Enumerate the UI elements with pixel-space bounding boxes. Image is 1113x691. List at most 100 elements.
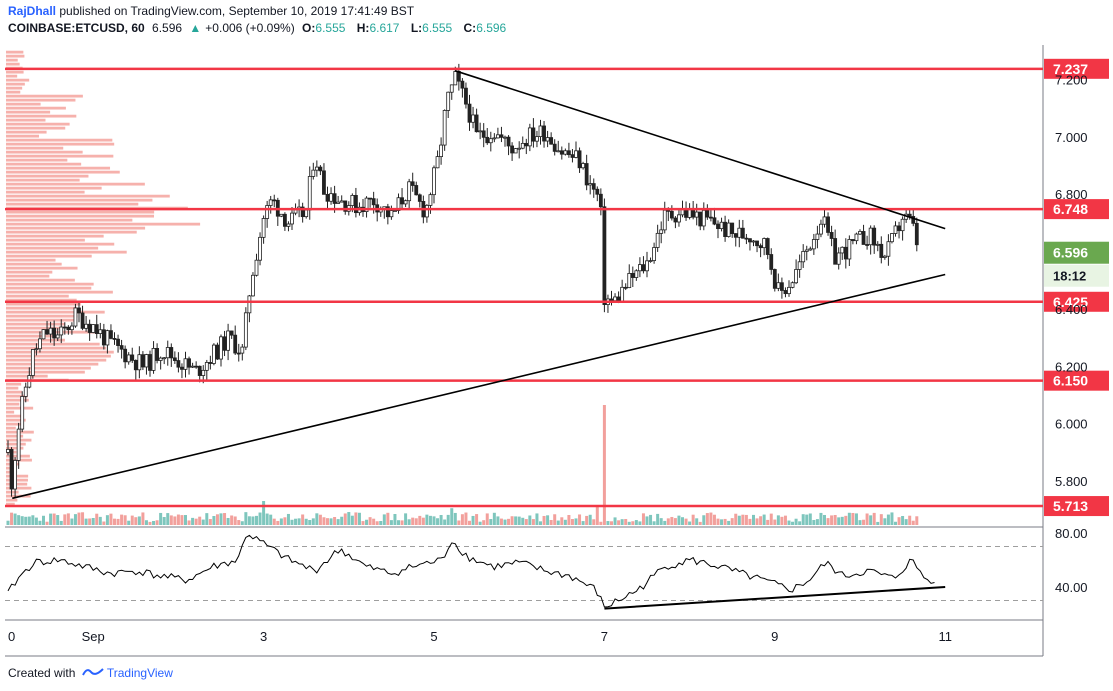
candle-down: [45, 329, 49, 335]
candle-up: [435, 156, 440, 169]
candle-down: [485, 136, 490, 144]
high-value: 6.617: [369, 21, 400, 35]
volume-bar: [336, 519, 340, 525]
last-price-label: 6.596: [1053, 245, 1088, 261]
candle-up: [23, 386, 28, 397]
plot-background: [5, 45, 1043, 620]
candle-down: [332, 193, 337, 204]
candle-down: [616, 296, 621, 302]
tradingview-brand[interactable]: TradingView: [106, 666, 173, 680]
volume-bar: [503, 519, 507, 525]
volume-profile-bar: [6, 166, 111, 170]
volume-bar: [247, 516, 251, 525]
candle-down: [641, 264, 646, 272]
candle-down: [385, 206, 390, 218]
author-name[interactable]: RajDhall: [8, 4, 57, 18]
volume-profile-bar: [6, 322, 65, 326]
volume-bars: [6, 405, 919, 525]
volume-bar: [109, 513, 113, 525]
volume-bar: [169, 515, 173, 525]
volume-bar: [24, 516, 28, 525]
candle-down: [684, 208, 688, 218]
level-tag: [1044, 370, 1109, 391]
volume-bar: [411, 517, 415, 525]
volume-profile-bar: [6, 350, 114, 354]
volume-profile-bar: [6, 326, 63, 330]
volume-profile-bar: [6, 446, 24, 450]
change-arrow-icon: ▲: [189, 21, 202, 35]
candle-down: [772, 269, 777, 289]
candle-down: [698, 211, 703, 227]
candle-up: [442, 110, 447, 146]
volume-bar: [237, 520, 241, 525]
volume-bar: [265, 513, 269, 525]
volume-profile-bar: [6, 258, 56, 262]
candle-down: [591, 183, 596, 190]
candle-down: [140, 354, 145, 368]
volume-profile-bar: [6, 222, 201, 226]
volume-bar: [468, 520, 471, 525]
volume-bar: [283, 517, 287, 525]
candle-down: [911, 216, 916, 224]
level-tag-label: 6.748: [1053, 201, 1088, 217]
volume-bar: [144, 520, 148, 525]
volume-bar: [205, 513, 209, 525]
candle-up: [478, 130, 483, 133]
candle-up: [73, 307, 78, 327]
candle-up: [407, 181, 412, 202]
high-key: H:: [356, 21, 370, 35]
volume-bar: [63, 514, 67, 525]
volume-bar: [556, 520, 560, 525]
volume-bar: [862, 519, 866, 525]
volume-bar: [563, 519, 567, 525]
volume-profile-bar: [6, 98, 76, 102]
candle-down: [623, 286, 628, 289]
volume-bar: [521, 517, 525, 525]
volume-bar: [830, 515, 834, 525]
candle-up: [254, 259, 259, 276]
volume-profile-bar: [6, 502, 15, 506]
volume-bar: [471, 515, 475, 525]
candle-down: [510, 145, 515, 154]
countdown-label: 18:12: [1053, 269, 1086, 284]
candle-up: [204, 362, 209, 371]
candle-up: [804, 249, 809, 252]
volume-bar: [514, 516, 518, 525]
volume-bar: [230, 515, 234, 525]
volume-profile-bar: [6, 314, 78, 318]
volume-bar: [354, 512, 358, 525]
volume-bar: [315, 513, 319, 525]
candle-up: [471, 114, 475, 123]
volume-bar: [446, 514, 450, 525]
candle-up: [59, 326, 64, 336]
volume-bar: [84, 518, 88, 525]
candle-down: [109, 330, 113, 339]
volume-bar: [549, 519, 553, 525]
volume-bar: [159, 512, 163, 525]
volume-bar: [553, 514, 557, 525]
volume-bar: [329, 518, 333, 525]
price-tick-label: 5.800: [1055, 474, 1088, 489]
candle-down: [914, 222, 919, 246]
candle-down: [744, 237, 749, 240]
volume-bar: [191, 517, 195, 525]
candle-down: [716, 223, 720, 230]
candle-up: [822, 216, 827, 225]
volume-bar: [840, 516, 844, 525]
candle-down: [669, 210, 674, 219]
candle-down: [467, 103, 472, 123]
volume-bar: [155, 520, 159, 525]
low-key: L:: [410, 21, 423, 35]
candle-down: [66, 326, 71, 331]
candle-down: [709, 216, 713, 219]
candle-up: [811, 239, 816, 250]
price-tick-label: 7.000: [1055, 130, 1088, 145]
volume-profile-bar: [6, 418, 26, 422]
volume-bar: [883, 518, 887, 525]
candle-up: [790, 282, 795, 288]
volume-bar: [198, 516, 202, 525]
volume-profile-bar: [6, 362, 99, 366]
candle-down: [371, 198, 376, 206]
volume-profile-bar: [6, 390, 22, 394]
